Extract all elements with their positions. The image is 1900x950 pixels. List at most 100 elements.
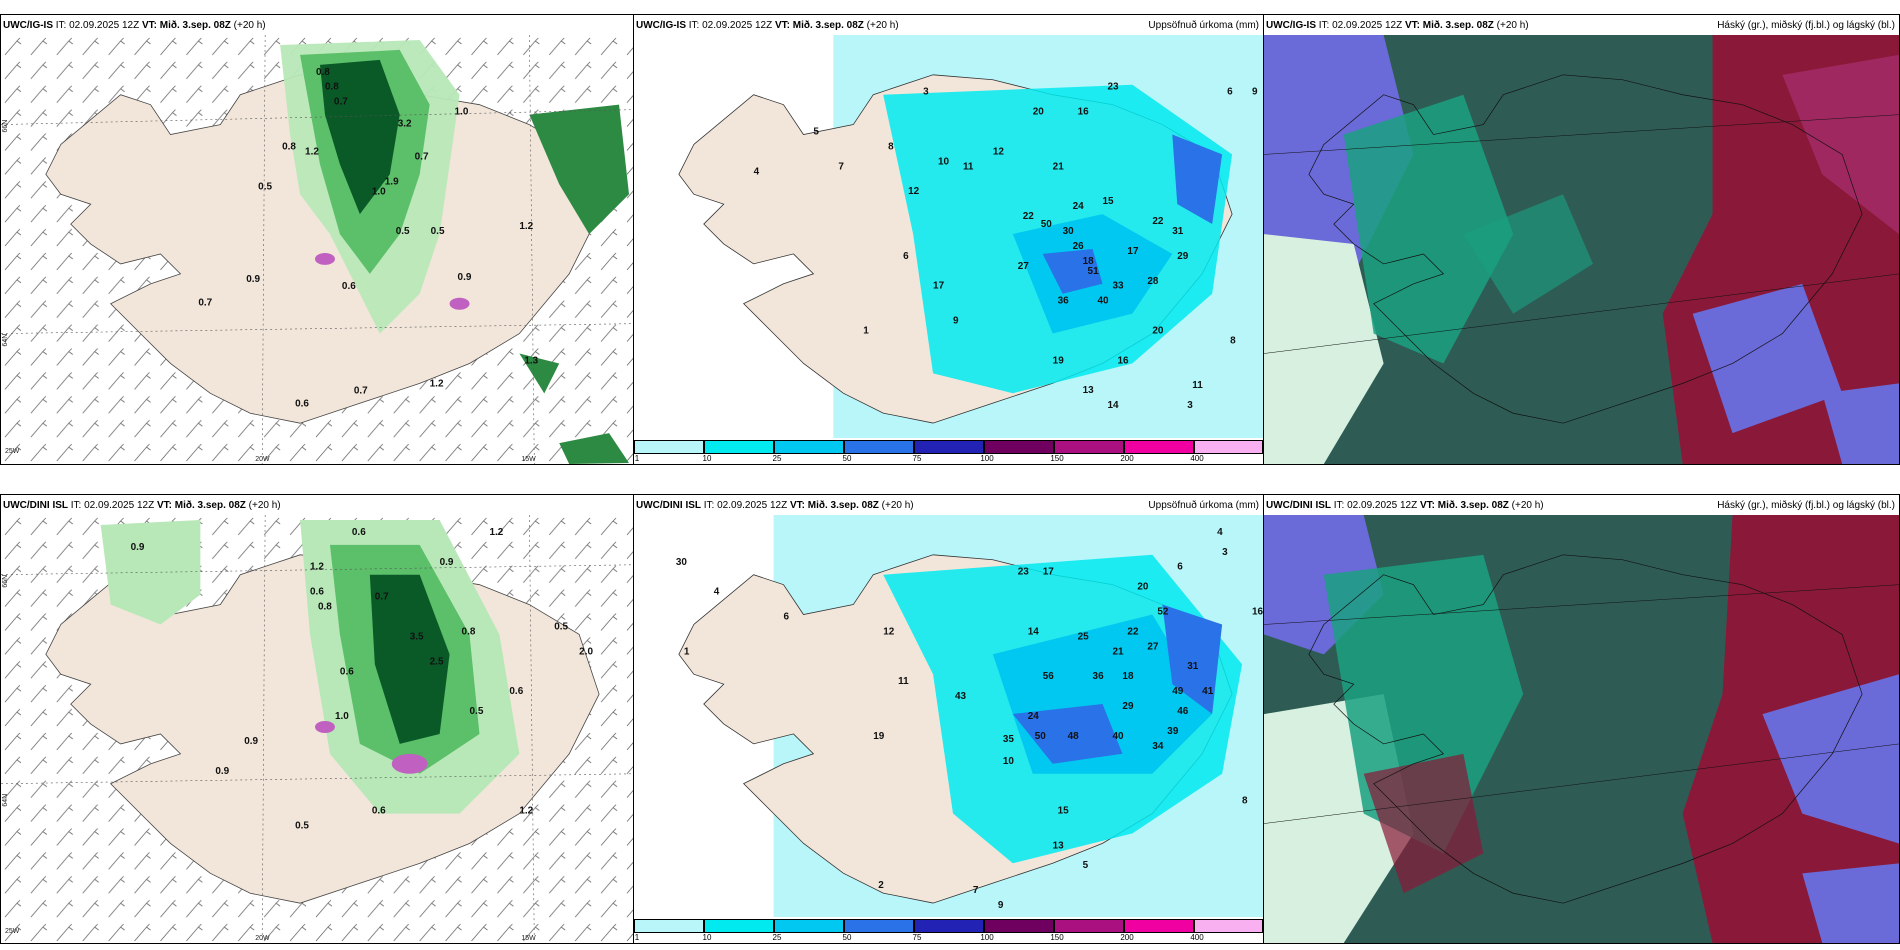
value-label: 18	[1122, 671, 1134, 682]
colorbar-tick: 200	[1120, 454, 1134, 463]
precip-dark	[369, 574, 450, 744]
value-label: 0.8	[325, 82, 339, 93]
value-label: 0.8	[462, 626, 476, 637]
value-label: 7	[838, 161, 844, 172]
value-label: 13	[1083, 385, 1095, 396]
value-label: 50	[1041, 219, 1053, 230]
colorbar-tick: 200	[1120, 933, 1134, 942]
value-label: 17	[1127, 246, 1139, 257]
model-name: UWC/DINI ISL	[1266, 500, 1331, 511]
value-label: 3	[1222, 547, 1228, 558]
value-label: 18	[1083, 256, 1095, 267]
panel-header: UWC/IG-IS IT: 02.09.2025 12Z VT: Mið. 3.…	[636, 17, 1261, 35]
value-label: 14	[1107, 400, 1119, 411]
map-svg	[1264, 515, 1899, 943]
map-svg	[1264, 35, 1899, 464]
value-label: 22	[1152, 216, 1164, 227]
value-label: 14	[1028, 626, 1040, 637]
colorbar-tick: 50	[842, 933, 852, 942]
colorbar-tick: 1	[634, 454, 640, 463]
value-label: 1.0	[335, 711, 349, 722]
forecast-step: (+20 h)	[866, 20, 899, 31]
colorbar-swatch-75	[914, 919, 984, 933]
value-label: 13	[1053, 840, 1065, 851]
value-label: 16	[1078, 107, 1090, 118]
colorbar-swatch-10	[704, 440, 774, 454]
value-label: 20	[1137, 582, 1149, 593]
map-svg: 66N 64N 25W 20W 15W 0.8 0.7 1.0 0.5 0.8 …	[1, 35, 633, 464]
value-label: 30	[1063, 226, 1075, 237]
value-label: 19	[873, 731, 885, 742]
colorbar-swatch-1	[634, 919, 704, 933]
value-label: 1.2	[519, 806, 533, 817]
value-label: 1.0	[372, 186, 386, 197]
value-label: 29	[1177, 251, 1189, 262]
value-label: 0.6	[342, 281, 356, 292]
value-label: 5	[813, 127, 819, 138]
value-label: 31	[1172, 226, 1184, 237]
colorbar-swatch-150	[1054, 919, 1124, 933]
colorbar-tick: 1	[634, 933, 640, 942]
cloud-cover-map[interactable]	[1264, 515, 1899, 943]
cloud-cover-map[interactable]	[1264, 35, 1899, 464]
colorbar-tick: 25	[772, 933, 782, 942]
value-label: 9	[953, 316, 959, 327]
value-label: 3	[923, 87, 929, 98]
panel-header: UWC/DINI ISL IT: 02.09.2025 12Z VT: Mið.…	[1266, 497, 1897, 515]
valid-time: Mið. 3.sep. 08Z	[1422, 20, 1494, 31]
value-label: 0.6	[310, 587, 324, 598]
accum-precip-map[interactable]: 6 9 3 12 20 16 15 22 21 24 30 26 18 17 2…	[634, 35, 1263, 438]
colorbar-swatch-50	[844, 919, 914, 933]
precip-wind-map[interactable]: 66N 64N 25W 20W 15W 0.6 0.9 1.2 0.6 0.8 …	[1, 515, 633, 943]
init-time: IT: 02.09.2025 12Z	[1318, 20, 1403, 31]
value-label: 34	[1152, 741, 1164, 752]
accum-precip-map[interactable]: 3 4 8 6 12 14 16 18 25 22 31 36 29 46 41…	[634, 515, 1263, 917]
panel-field-title: Háský (gr.), miðský (fj.bl.) og lágský (…	[1717, 20, 1895, 31]
valid-time-label: VT:	[156, 500, 172, 511]
panel-field-title: Uppsöfnuð úrkoma (mm)	[1148, 500, 1259, 511]
lat-label-64n: 64N	[2, 794, 9, 807]
model-name: UWC/DINI ISL	[636, 500, 701, 511]
value-label: 36	[1093, 671, 1105, 682]
value-label: 1.2	[489, 527, 503, 538]
forecast-step: (+20 h)	[1511, 500, 1544, 511]
value-label: 6	[1177, 562, 1183, 573]
forecast-step: (+20 h)	[233, 20, 266, 31]
valid-time-label: VT:	[1404, 20, 1420, 31]
model-name: UWC/DINI ISL	[3, 500, 68, 511]
precip-dark	[319, 59, 400, 215]
colorbar-tick: 150	[1050, 454, 1064, 463]
value-label: 0.7	[198, 298, 212, 309]
value-label: 0.5	[258, 181, 272, 192]
value-label: 0.8	[318, 602, 332, 613]
precip-wind-map[interactable]: 66N 64N 25W 20W 15W 0.8 0.7 1.0 0.5 0.8 …	[1, 35, 633, 464]
colorbar-swatch-1	[634, 440, 704, 454]
lon-label-20w: 20W	[255, 935, 270, 942]
precip-colorbar: 1 10 25 50 75 100 150 200 400	[634, 438, 1263, 464]
value-label: 0.9	[458, 272, 472, 283]
value-label: 0.9	[246, 274, 260, 285]
forecast-step: (+20 h)	[248, 500, 281, 511]
init-time: IT: 02.09.2025 12Z	[688, 20, 773, 31]
value-label: 23	[1107, 82, 1119, 93]
lon-label-25w: 25W	[5, 928, 20, 935]
value-label: 0.5	[431, 226, 445, 237]
value-label: 21	[1053, 161, 1065, 172]
value-label: 19	[1053, 355, 1065, 366]
value-label: 0.5	[470, 706, 484, 717]
value-label: 2	[878, 880, 884, 891]
value-label: 4	[1217, 527, 1223, 538]
value-label: 1.0	[455, 107, 469, 118]
value-label: 0.6	[340, 666, 354, 677]
value-label: 46	[1177, 706, 1189, 717]
value-label: 29	[1122, 701, 1134, 712]
value-label: 20	[1152, 326, 1164, 337]
valid-time-label: VT:	[1419, 500, 1435, 511]
value-label: 1.9	[385, 176, 399, 187]
value-label: 0.9	[131, 542, 145, 553]
value-label: 0.9	[244, 736, 258, 747]
value-label: 1.2	[305, 146, 319, 157]
colorbar-swatch-200	[1124, 919, 1194, 933]
value-label: 24	[1073, 201, 1085, 212]
coastline	[1308, 74, 1863, 424]
